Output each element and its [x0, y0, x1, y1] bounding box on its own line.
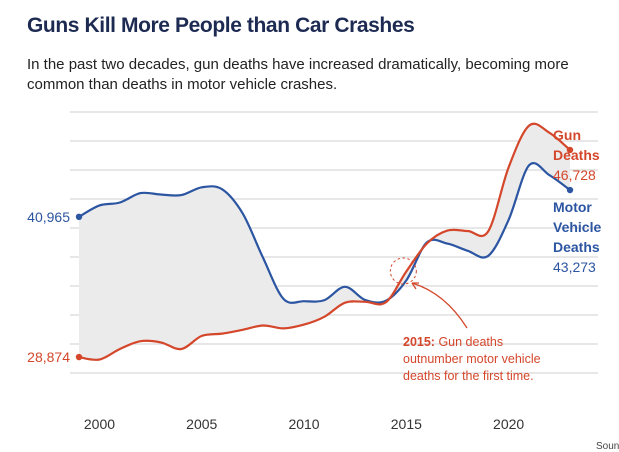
motor-vehicle-end-value: 43,273 [553, 259, 596, 275]
annotation-arrow [411, 282, 468, 329]
value-labels: 40,965 28,874 Gun Deaths 46,728 Motor Vehicle D… [27, 127, 601, 365]
motor-vehicle-start-value: 40,965 [27, 209, 70, 225]
gun-deaths-line [78, 122, 571, 361]
gun-start-point [75, 353, 83, 361]
annotation-2015: 2015: Gun deaths outnumber motor vehicle d… [389, 257, 541, 383]
motor-vehicle-end-point [566, 186, 574, 194]
motor-vehicle-end-label: Deaths [553, 239, 600, 255]
shaded-gap-area [79, 123, 570, 360]
x-tick-label: 2010 [288, 416, 319, 432]
gun-end-label: Gun [553, 127, 581, 143]
annotation-line: deaths for the first time. [403, 369, 534, 383]
motor-vehicle-deaths-line [78, 162, 571, 304]
x-axis: 2000 2005 2010 2015 2020 [84, 416, 525, 432]
gun-end-label: Deaths [553, 147, 600, 163]
gun-end-value: 46,728 [553, 167, 596, 183]
source-note: Soun [596, 441, 619, 452]
gap-shading [79, 123, 570, 360]
motor-vehicle-start-point [75, 213, 83, 221]
annotation-line: 2015: Gun deaths [403, 335, 503, 349]
gun-start-value: 28,874 [27, 349, 70, 365]
motor-vehicle-end-label: Motor [553, 199, 592, 215]
x-tick-label: 2000 [84, 416, 115, 432]
endpoint-markers [75, 146, 574, 361]
gun-end-point [566, 146, 574, 154]
chart-title: Guns Kill More People than Car Crashes [27, 14, 415, 37]
x-tick-label: 2020 [493, 416, 524, 432]
x-tick-label: 2015 [391, 416, 422, 432]
crossover-circle [389, 257, 417, 285]
chart-subtitle: In the past two decades, gun deaths have… [27, 56, 569, 93]
series-lines [78, 122, 571, 361]
annotation-arrowhead [411, 282, 419, 290]
x-tick-label: 2005 [186, 416, 217, 432]
annotation-line: outnumber motor vehicle [403, 352, 541, 366]
annotation-year: 2015: [403, 335, 435, 349]
motor-vehicle-end-label: Vehicle [553, 219, 601, 235]
